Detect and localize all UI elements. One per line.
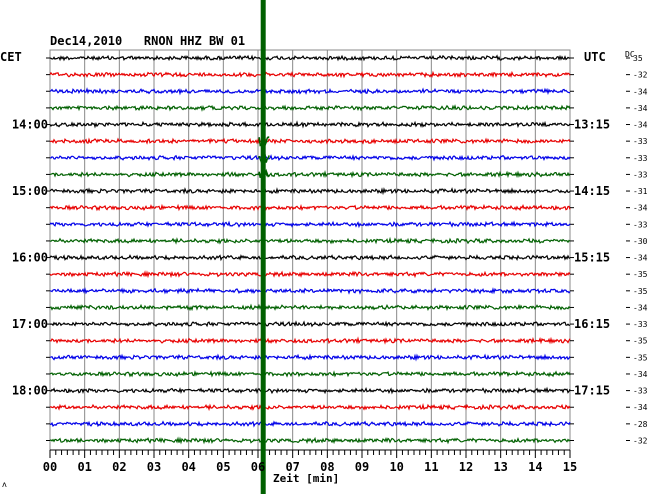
cet-axis-label: CET <box>0 50 22 64</box>
dc-offset-value: -32 <box>633 71 648 80</box>
trace-12 <box>49 236 571 245</box>
trace-17 <box>50 320 571 328</box>
dc-offset-value: -34 <box>633 87 648 96</box>
dc-offset-value: -33 <box>633 387 648 396</box>
x-tick-label: 04 <box>181 460 195 474</box>
x-tick-label: 00 <box>43 460 57 474</box>
trace-24 <box>49 436 571 445</box>
labels: Dec14,2010 RNON HHZ BW 01 CET UTC DC Zei… <box>0 34 648 489</box>
x-tick-label: 09 <box>355 460 369 474</box>
cet-time-label: 16:00 <box>12 251 48 265</box>
trace-18 <box>49 336 571 345</box>
utc-time-label: 15:15 <box>574 251 610 265</box>
dc-offset-value: -35 <box>633 287 648 296</box>
trace-23 <box>49 420 571 428</box>
cet-time-label: 18:00 <box>12 384 48 398</box>
trace-15 <box>49 287 571 295</box>
footer-mark: ʌ <box>2 480 7 489</box>
dc-offset-value: -34 <box>633 104 648 113</box>
x-tick-label: 07 <box>285 460 299 474</box>
event-burst <box>258 168 270 179</box>
x-tick-label: 03 <box>147 460 161 474</box>
cet-time-label: 15:00 <box>12 184 48 198</box>
trace-20 <box>49 370 571 378</box>
trace-14 <box>49 270 571 279</box>
utc-time-label: 17:15 <box>574 384 610 398</box>
traces <box>49 54 571 445</box>
dc-offset-value: -35 <box>633 353 648 362</box>
trace-13 <box>49 254 571 262</box>
trace-16 <box>49 303 571 312</box>
grid <box>46 49 630 458</box>
trace-5 <box>49 120 571 129</box>
dc-offset-value: -33 <box>633 220 648 229</box>
trace-19 <box>49 353 571 362</box>
chart-title: Dec14,2010 RNON HHZ BW 01 <box>50 34 245 48</box>
dc-offset-value: -35 <box>633 270 648 279</box>
trace-11 <box>49 220 571 229</box>
x-tick-label: 01 <box>77 460 91 474</box>
x-tick-label: 10 <box>389 460 403 474</box>
utc-time-label: 13:15 <box>574 118 610 132</box>
trace-2 <box>49 70 571 79</box>
trace-21 <box>49 386 571 395</box>
dc-offset-value: -28 <box>633 420 648 429</box>
dc-offset-value: -33 <box>633 154 648 163</box>
dc-offset-value: -34 <box>633 303 648 312</box>
trace-22 <box>49 403 571 412</box>
x-tick-label: 13 <box>493 460 507 474</box>
event-burst <box>258 136 270 147</box>
trace-3 <box>49 87 571 96</box>
event-marker <box>258 0 270 494</box>
event-line <box>260 0 266 494</box>
dc-offset-value: -32 <box>633 436 648 445</box>
x-axis-label: Zeit [min] <box>273 472 339 485</box>
x-tick-label: 15 <box>563 460 577 474</box>
dc-offset-value: -33 <box>633 170 648 179</box>
x-tick-label: 12 <box>459 460 473 474</box>
trace-4 <box>49 104 571 112</box>
event-burst <box>258 152 270 165</box>
dc-offset-value: -30 <box>633 237 648 246</box>
trace-10 <box>49 203 571 212</box>
cet-time-label: 17:00 <box>12 317 48 331</box>
dc-offset-value: -31 <box>633 187 648 196</box>
trace-7 <box>49 153 571 162</box>
utc-axis-label: UTC <box>584 50 606 64</box>
dc-offset-value: -33 <box>633 137 648 146</box>
x-tick-label: 05 <box>216 460 230 474</box>
dc-offset-value: -34 <box>633 254 648 263</box>
dc-offset-value: -33 <box>633 320 648 329</box>
dc-label: DC <box>625 50 635 59</box>
utc-time-label: 16:15 <box>574 317 610 331</box>
dc-offset-value: -34 <box>633 204 648 213</box>
dc-offset-value: -34 <box>633 121 648 130</box>
trace-1 <box>49 54 571 62</box>
trace-6 <box>49 137 571 145</box>
trace-9 <box>49 187 571 196</box>
x-tick-label: 14 <box>528 460 542 474</box>
trace-8 <box>49 169 571 179</box>
x-tick-label: 02 <box>112 460 126 474</box>
x-tick-label: 08 <box>320 460 334 474</box>
dc-offset-value: -34 <box>633 403 648 412</box>
cet-time-label: 14:00 <box>12 118 48 132</box>
x-tick-label: 11 <box>424 460 438 474</box>
dc-offset-value: -35 <box>633 337 648 346</box>
utc-time-label: 14:15 <box>574 184 610 198</box>
x-tick-label: 06 <box>251 460 265 474</box>
dc-offset-value: 35 <box>633 54 643 63</box>
dc-offset-value: -34 <box>633 370 648 379</box>
